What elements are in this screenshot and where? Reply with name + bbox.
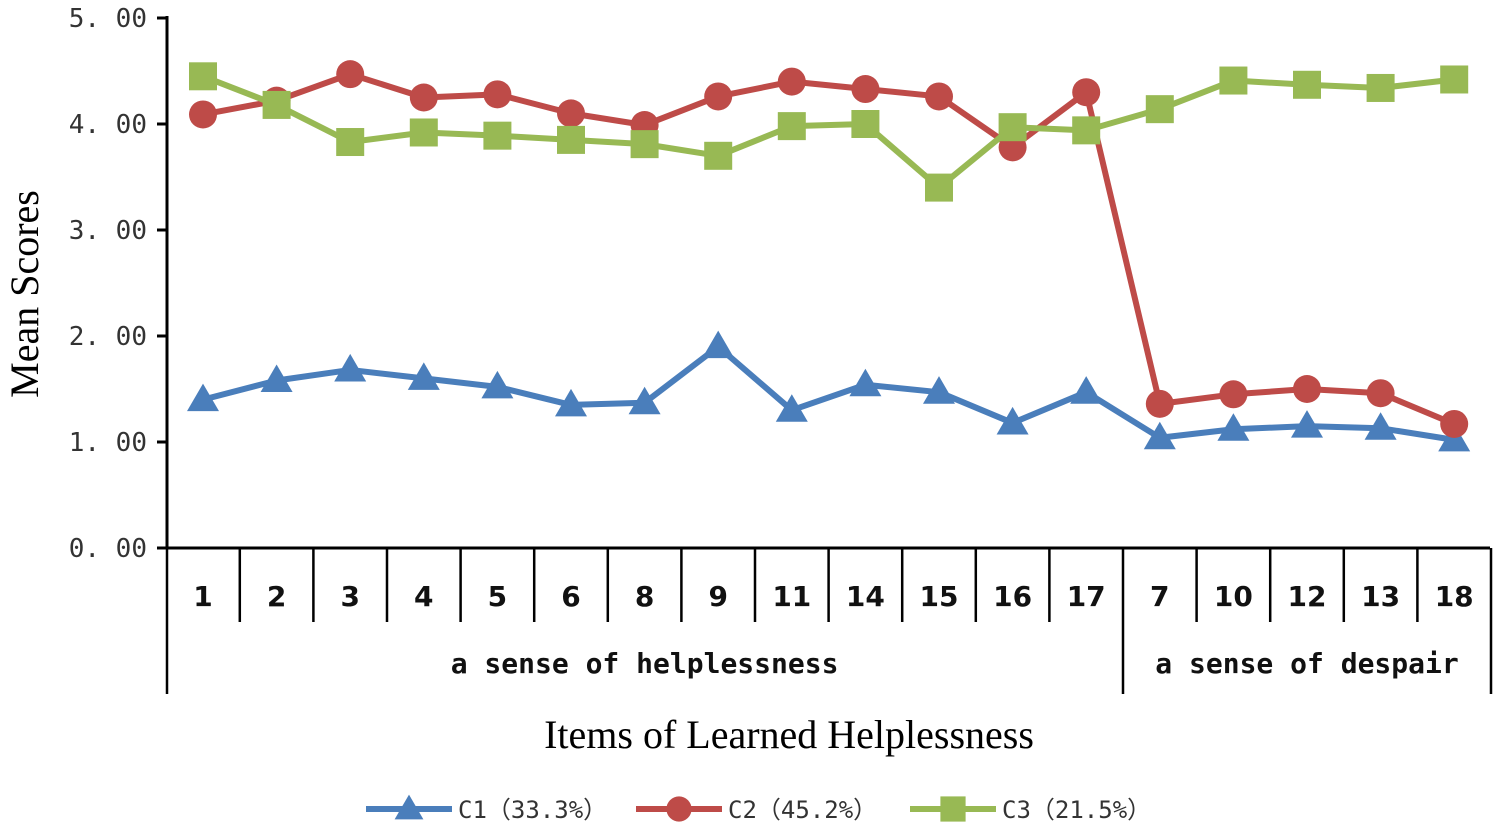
triangle-marker <box>260 364 293 393</box>
triangle-marker <box>187 383 219 412</box>
triangle-marker <box>334 353 367 382</box>
square-marker <box>336 128 365 157</box>
x-category-label: 18 <box>1435 580 1474 613</box>
x-category-label: 2 <box>267 580 286 613</box>
x-category-label: 7 <box>1150 580 1169 613</box>
triangle-marker <box>481 370 514 399</box>
circle-marker <box>1219 380 1248 409</box>
legend-item-3: C3（21.5%） <box>910 796 1151 824</box>
square-marker <box>1219 66 1248 95</box>
y-tick-label: 0. 00 <box>69 534 147 564</box>
axes <box>165 16 1490 550</box>
square-marker <box>189 62 217 91</box>
x-category-label: 14 <box>846 580 885 613</box>
x-axis-title: Items of Learned Helplessness <box>544 712 1034 757</box>
series-layer <box>187 60 1471 452</box>
circle-marker <box>483 80 512 109</box>
square-marker <box>704 141 733 170</box>
x-category-label: 10 <box>1214 580 1253 613</box>
triangle-marker <box>775 394 808 422</box>
square-marker <box>777 112 806 141</box>
legend-item-1: C1（33.3%） <box>366 794 607 824</box>
x-category-label: 12 <box>1288 580 1327 613</box>
circle-marker <box>704 82 733 111</box>
square-marker <box>1366 73 1395 102</box>
square-marker <box>262 90 291 119</box>
y-tick-label: 4. 00 <box>69 110 147 140</box>
circle-marker <box>557 99 585 128</box>
triangle-marker <box>555 388 587 417</box>
x-category-label: 15 <box>920 580 959 613</box>
y-tick-label: 1. 00 <box>69 428 147 458</box>
triangle-marker <box>1143 421 1176 450</box>
circle-marker <box>409 83 438 112</box>
circle-marker <box>777 67 806 96</box>
square-marker <box>409 118 438 147</box>
circle-marker <box>1072 78 1101 107</box>
series-1 <box>187 330 1471 452</box>
square-marker <box>940 796 966 822</box>
triangle-marker <box>849 368 882 397</box>
circle-marker <box>851 75 880 104</box>
x-category-label: 6 <box>561 580 580 613</box>
circle-marker <box>925 82 953 111</box>
group-label: a sense of helplessness <box>451 647 839 680</box>
circle-marker <box>1366 379 1395 408</box>
x-axis-category-table: 1 2 3 4 5 6 8 9 11 14 15 16 17 7 10 12 13 18a sense of he… <box>165 548 1493 694</box>
x-category-label: 16 <box>993 580 1032 613</box>
square-marker <box>925 173 953 202</box>
x-category-label: 8 <box>635 580 654 613</box>
legend-label: C2（45.2%） <box>728 796 877 824</box>
x-category-label: 13 <box>1361 580 1400 613</box>
y-tick-label: 3. 00 <box>69 216 147 246</box>
x-category-label: 3 <box>340 580 359 613</box>
series-3 <box>189 62 1469 202</box>
x-category-label: 17 <box>1067 580 1106 613</box>
square-marker <box>557 125 585 154</box>
y-axis-ticks: 0. 00 1. 00 2. 00 3. 00 4. 00 5. 00 <box>69 4 167 564</box>
triangle-marker <box>702 330 735 359</box>
triangle-marker <box>923 376 955 404</box>
square-marker <box>630 130 659 159</box>
square-marker <box>1293 70 1321 99</box>
circle-marker <box>336 60 365 89</box>
triangle-marker <box>1364 412 1397 440</box>
square-marker <box>1072 116 1101 145</box>
x-category-label: 9 <box>708 580 727 613</box>
series-line <box>202 343 1455 443</box>
series-line <box>201 73 1455 191</box>
x-category-label: 4 <box>414 580 433 613</box>
triangle-marker <box>1217 413 1250 441</box>
x-category-label: 11 <box>772 580 811 613</box>
square-marker <box>1145 95 1174 124</box>
legend-label: C1（33.3%） <box>458 796 607 824</box>
square-marker <box>851 110 880 138</box>
y-axis-title: Mean Scores <box>2 190 47 398</box>
circle-marker <box>1440 409 1469 438</box>
triangle-marker <box>407 362 440 390</box>
triangle-marker <box>1070 376 1103 404</box>
legend: C1（33.3%） C2（45.2%） C3（21.5%） <box>366 794 1151 824</box>
legend-label: C3（21.5%） <box>1002 796 1151 824</box>
square-marker <box>483 121 512 150</box>
square-marker <box>1440 65 1469 94</box>
series-2 <box>189 60 1469 438</box>
circle-marker <box>189 100 217 129</box>
legend-item-2: C2（45.2%） <box>636 796 877 824</box>
triangle-marker <box>996 406 1029 435</box>
triangle-marker <box>628 386 661 415</box>
triangle-marker <box>394 794 424 820</box>
y-tick-label: 5. 00 <box>69 4 147 34</box>
circle-marker <box>1145 389 1174 418</box>
square-marker <box>998 113 1027 142</box>
circle-marker <box>1293 375 1321 403</box>
x-category-label: 1 <box>193 580 212 613</box>
y-tick-label: 2. 00 <box>69 322 147 352</box>
triangle-marker <box>1291 410 1323 438</box>
group-label: a sense of despair <box>1155 647 1458 680</box>
x-category-label: 5 <box>488 580 507 613</box>
circle-marker <box>666 796 692 822</box>
